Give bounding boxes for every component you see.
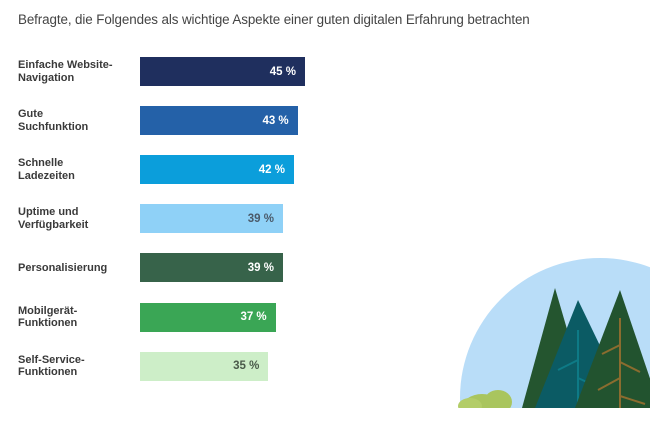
category-label: Einfache Website- Navigation [18,57,136,86]
category-label: Self-Service- Funktionen [18,352,136,381]
data-label: 37 % [240,311,267,323]
bar: 39 % [140,204,283,234]
forest-illustration [440,250,650,408]
category-label: Uptime und Verfügbarkeit [18,204,136,233]
forest-illustration-svg [458,258,650,408]
category-label-text: Personalisierung [18,261,108,274]
bar: 37 % [140,302,276,332]
category-label: Mobilgerät- Funktionen [18,303,136,332]
data-label: 39 % [247,212,274,225]
data-label: 43 % [262,114,289,127]
bar: 39 % [140,253,283,283]
category-label-text: Self-Service- Funktionen [18,353,85,379]
chart-title: Befragte, die Folgendes als wichtige Asp… [18,12,530,27]
category-label-text: Gute Suchfunktion [18,108,89,133]
category-label-text: Einfache Website- Navigation [18,59,113,84]
data-label: 42 % [258,163,285,176]
bar: 35 % [140,351,269,381]
data-label: 39 % [247,261,274,274]
bar: 43 % [140,106,298,136]
bar: 45 % [140,57,305,86]
bush-icon [458,390,512,408]
category-label: Schnelle Ladezeiten [18,155,136,184]
category-label-text: Schnelle Ladezeiten [18,157,75,182]
category-label: Gute Suchfunktion [18,106,136,135]
category-label-text: Mobilgerät- Funktionen [18,304,78,330]
data-label: 45 % [269,65,296,78]
bar: 42 % [140,155,294,185]
category-label-text: Uptime und Verfügbarkeit [18,206,89,231]
category-label: Personalisierung [18,253,136,282]
data-label: 35 % [233,360,260,373]
